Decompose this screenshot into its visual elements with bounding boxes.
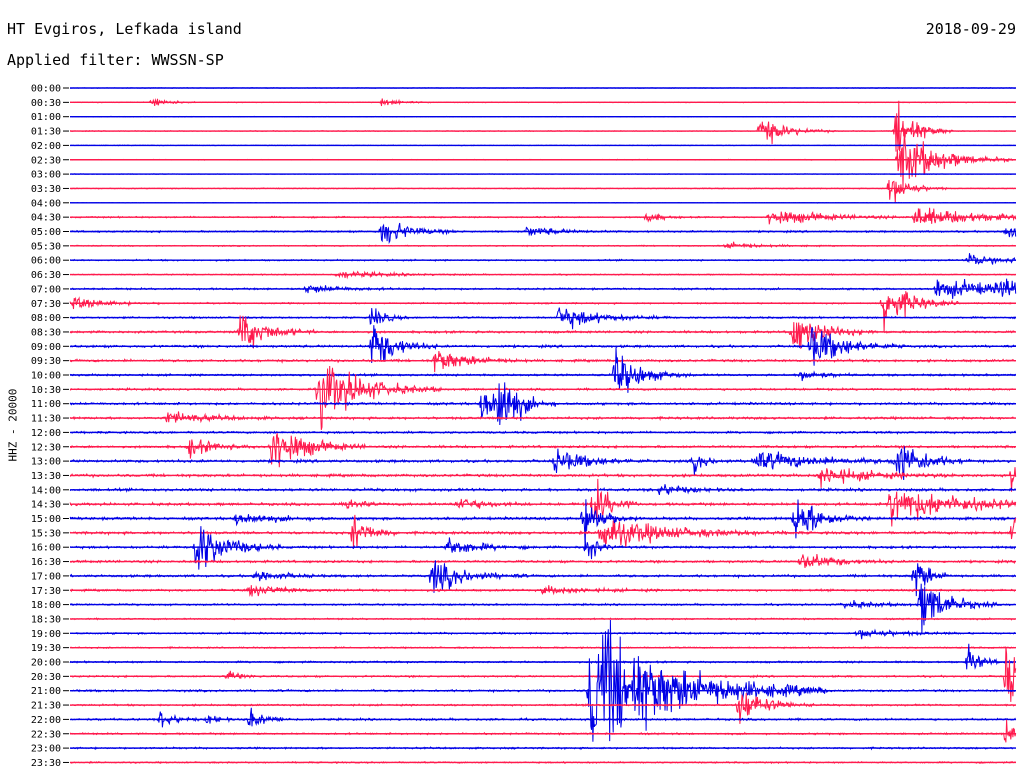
tick-label: 19:30 [31, 643, 61, 654]
trace-line [69, 646, 1017, 702]
tick-label: 11:30 [31, 414, 61, 425]
trace-line [69, 619, 1017, 742]
tick-label: 02:00 [31, 141, 61, 152]
trace-line [69, 241, 1016, 249]
tick-label: 04:30 [31, 213, 61, 224]
trace-line [69, 411, 1016, 424]
tick-label: 22:30 [31, 729, 61, 740]
tick-label: 13:30 [31, 471, 61, 482]
tick-label: 16:30 [31, 557, 61, 568]
trace-line [69, 291, 1016, 333]
trace-line [69, 467, 1017, 492]
trace-line [69, 347, 1016, 393]
tick-label: 23:30 [31, 758, 61, 769]
tick-label: 04:00 [31, 198, 61, 209]
tick-label: 01:00 [31, 112, 61, 123]
tick-labels-group: 00:00 00:30 01:00 01:30 02:00 02:30 03:00 03:30… [31, 84, 69, 769]
tick-label: 12:30 [31, 442, 61, 453]
tick-label: 08:00 [31, 313, 61, 324]
tick-label: 17:30 [31, 586, 61, 597]
tick-label: 21:00 [31, 686, 61, 697]
tick-label: 09:00 [31, 342, 61, 353]
tick-label: 00:30 [31, 98, 61, 109]
trace-line [69, 307, 1017, 330]
trace-line [69, 253, 1017, 265]
tick-label: 13:00 [31, 457, 61, 468]
trace-line [69, 100, 1016, 152]
tick-label: 18:00 [31, 600, 61, 611]
filter-label: Applied filter: WWSSN-SP [7, 51, 224, 69]
tick-label: 03:00 [31, 170, 61, 181]
tick-label: 05:00 [31, 227, 61, 238]
tick-label: 08:30 [31, 327, 61, 338]
tick-label: 09:30 [31, 356, 61, 367]
tick-label: 12:00 [31, 428, 61, 439]
trace-line [69, 707, 1017, 728]
tick-label: 05:30 [31, 241, 61, 252]
tick-label: 22:00 [31, 715, 61, 726]
trace-line [69, 719, 1017, 743]
tick-label: 16:00 [31, 543, 61, 554]
tick-label: 17:00 [31, 571, 61, 582]
tick-label: 18:30 [31, 614, 61, 625]
tick-label: 00:00 [31, 84, 61, 95]
plot-date: 2018-09-29 [925, 20, 1016, 38]
tick-label: 20:30 [31, 672, 61, 683]
tick-label: 14:00 [31, 485, 61, 496]
trace-line [69, 499, 1016, 551]
tick-label: 07:00 [31, 284, 61, 295]
tick-label: 15:30 [31, 528, 61, 539]
traces-group [69, 87, 1017, 765]
trace-line [69, 478, 1017, 527]
trace-line [69, 207, 1017, 225]
tick-label: 20:00 [31, 658, 61, 669]
station-title: HT Evgiros, Lefkada island [7, 20, 242, 38]
trace-line [70, 222, 1017, 245]
tick-label: 21:30 [31, 701, 61, 712]
tick-label: 23:00 [31, 744, 61, 755]
trace-line [69, 628, 1016, 640]
tick-label: 15:00 [31, 514, 61, 525]
tick-label: 02:30 [31, 155, 61, 166]
tick-label: 11:00 [31, 399, 61, 410]
tick-label: 07:30 [31, 299, 61, 310]
trace-line [69, 350, 1016, 373]
tick-label: 19:00 [31, 629, 61, 640]
trace-line [69, 514, 1017, 549]
tick-label: 14:30 [31, 500, 61, 511]
trace-line [69, 179, 1016, 203]
tick-label: 10:30 [31, 385, 61, 396]
tick-label: 06:00 [31, 256, 61, 267]
tick-label: 10:00 [31, 371, 61, 382]
tick-label: 06:30 [31, 270, 61, 281]
tick-label: 03:30 [31, 184, 61, 195]
tick-label: 01:30 [31, 127, 61, 138]
